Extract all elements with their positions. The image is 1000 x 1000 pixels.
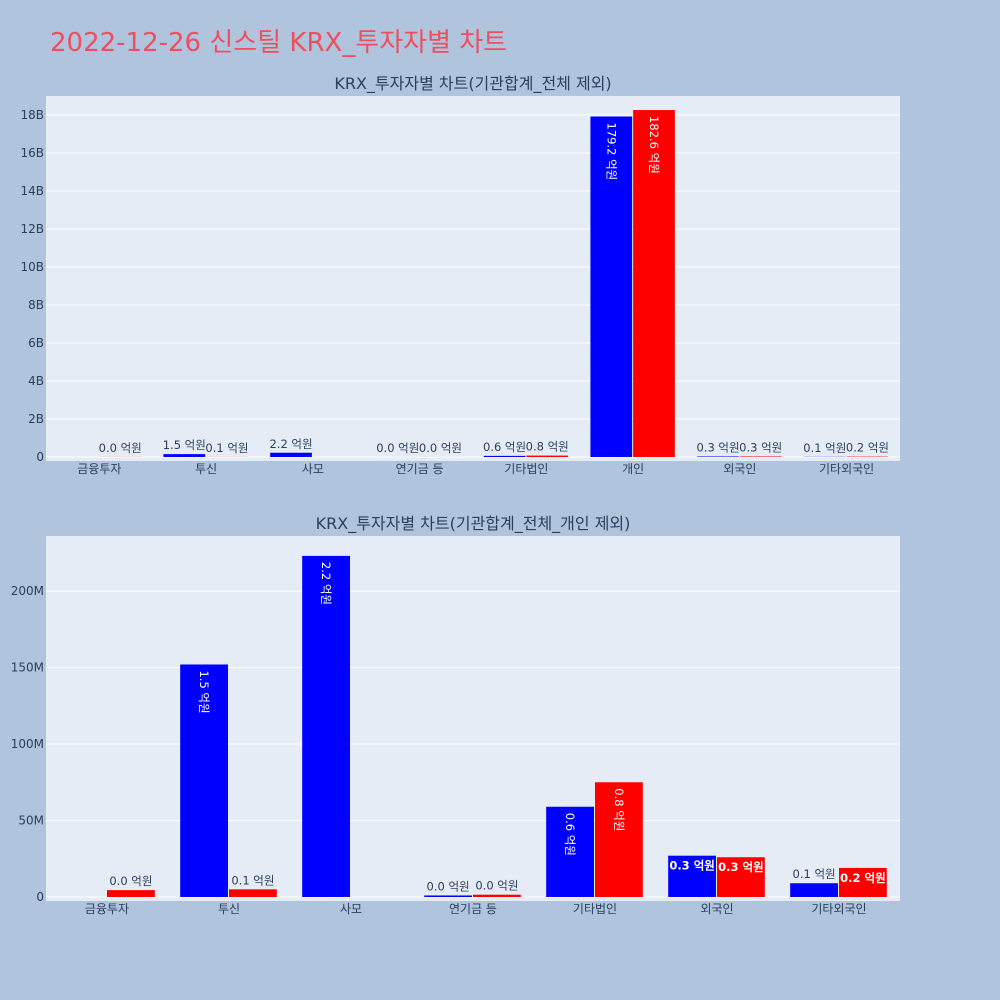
y-tick-label: 150M	[11, 661, 44, 675]
bar	[717, 857, 765, 897]
y-tick-label: 0	[36, 450, 44, 464]
bar	[180, 664, 228, 897]
bar-label: 2.2 억원	[269, 437, 312, 451]
bar	[229, 889, 277, 897]
bar-label: 1.5 억원	[197, 670, 211, 713]
y-tick-label: 14B	[20, 184, 44, 198]
y-tick-label: 100M	[11, 737, 44, 751]
bar-label: 0.8 억원	[612, 788, 626, 831]
bar	[483, 455, 526, 457]
x-tick-label: 투신	[218, 902, 240, 916]
x-tick-label: 기타법인	[504, 462, 548, 476]
x-tick-label: 기타외국인	[811, 902, 866, 916]
x-tick-label: 기타외국인	[819, 462, 874, 476]
x-tick-label: 기타법인	[573, 902, 617, 916]
bar	[424, 895, 472, 897]
bar	[595, 782, 643, 897]
y-tick-label: 4B	[28, 374, 44, 388]
bar	[473, 894, 521, 897]
bar	[633, 110, 675, 457]
y-tick-label: 50M	[18, 814, 44, 828]
bar-label: 0.3 억원	[718, 860, 764, 874]
bar-label: 0.0 억원	[99, 441, 142, 455]
bar-label: 0.2 억원	[840, 871, 886, 885]
bar-label: 0.0 억원	[376, 441, 419, 455]
y-tick-label: 0	[36, 890, 44, 904]
bar-label: 0.0 억원	[109, 874, 152, 888]
bar	[526, 455, 569, 457]
y-tick-label: 8B	[28, 298, 44, 312]
bar	[270, 452, 312, 457]
bar	[163, 454, 206, 457]
x-tick-label: 사모	[340, 902, 362, 916]
x-tick-label: 외국인	[723, 462, 756, 476]
bar-label: 0.6 억원	[563, 813, 577, 856]
plot-area	[46, 96, 900, 461]
bar-label: 0.3 억원	[696, 440, 739, 454]
bar-label: 179.2 억원	[604, 123, 618, 181]
bar	[302, 555, 350, 897]
x-tick-label: 사모	[302, 462, 324, 476]
bar-label: 0.0 억원	[475, 879, 518, 893]
bar-label: 0.1 억원	[231, 873, 274, 887]
bar-label: 0.3 억원	[669, 859, 715, 873]
bar	[668, 855, 716, 897]
bar-label: 0.2 억원	[846, 441, 889, 455]
y-tick-label: 10B	[20, 260, 44, 274]
chart-title: KRX_투자자별 차트(기관합계_전체 제외)	[334, 74, 611, 94]
y-tick-label: 2B	[28, 412, 44, 426]
bar	[790, 883, 838, 897]
bar-label: 0.1 억원	[205, 441, 248, 455]
page-title: 2022-12-26 신스틸 KRX_투자자별 차트	[50, 28, 508, 58]
bar	[107, 890, 155, 897]
bar	[697, 456, 739, 457]
chart-overall: KRX_투자자별 차트(기관합계_전체 제외) 0 2B 4B 6B 8B 10B 12B 14…	[20, 74, 900, 476]
bar	[590, 116, 633, 457]
bar-label: 0.0 억원	[419, 441, 462, 455]
x-tick-label: 연기금 등	[449, 902, 497, 916]
y-tick-label: 18B	[20, 108, 44, 122]
y-tick-label: 6B	[28, 336, 44, 350]
y-tick-label: 16B	[20, 146, 44, 160]
x-tick-label: 금융투자	[77, 462, 121, 476]
y-tick-label: 200M	[11, 584, 44, 598]
y-tick-label: 12B	[20, 222, 44, 236]
x-tick-label: 투신	[195, 462, 217, 476]
x-tick-label: 외국인	[700, 902, 733, 916]
bar-label: 0.1 억원	[793, 867, 836, 881]
bar-label: 0.1 억원	[803, 441, 846, 455]
chart-excluding-individual: KRX_투자자별 차트(기관합계_전체_개인 제외) 0 50M 100M 150M 20…	[11, 514, 900, 916]
x-tick-label: 연기금 등	[396, 462, 444, 476]
bar	[839, 867, 887, 897]
bar	[546, 806, 594, 897]
bar-label: 2.2 억원	[319, 562, 333, 605]
bar-label: 0.0 억원	[427, 879, 470, 893]
bar-label: 182.6 억원	[647, 116, 661, 174]
bar-label: 0.6 억원	[483, 440, 526, 454]
bar-label: 0.3 억원	[739, 441, 782, 455]
chart-title: KRX_투자자별 차트(기관합계_전체_개인 제외)	[316, 514, 631, 534]
bar-label: 0.8 억원	[526, 440, 569, 454]
x-tick-label: 금융투자	[85, 902, 129, 916]
x-tick-label: 개인	[622, 462, 644, 476]
bar-label: 1.5 억원	[163, 438, 206, 452]
